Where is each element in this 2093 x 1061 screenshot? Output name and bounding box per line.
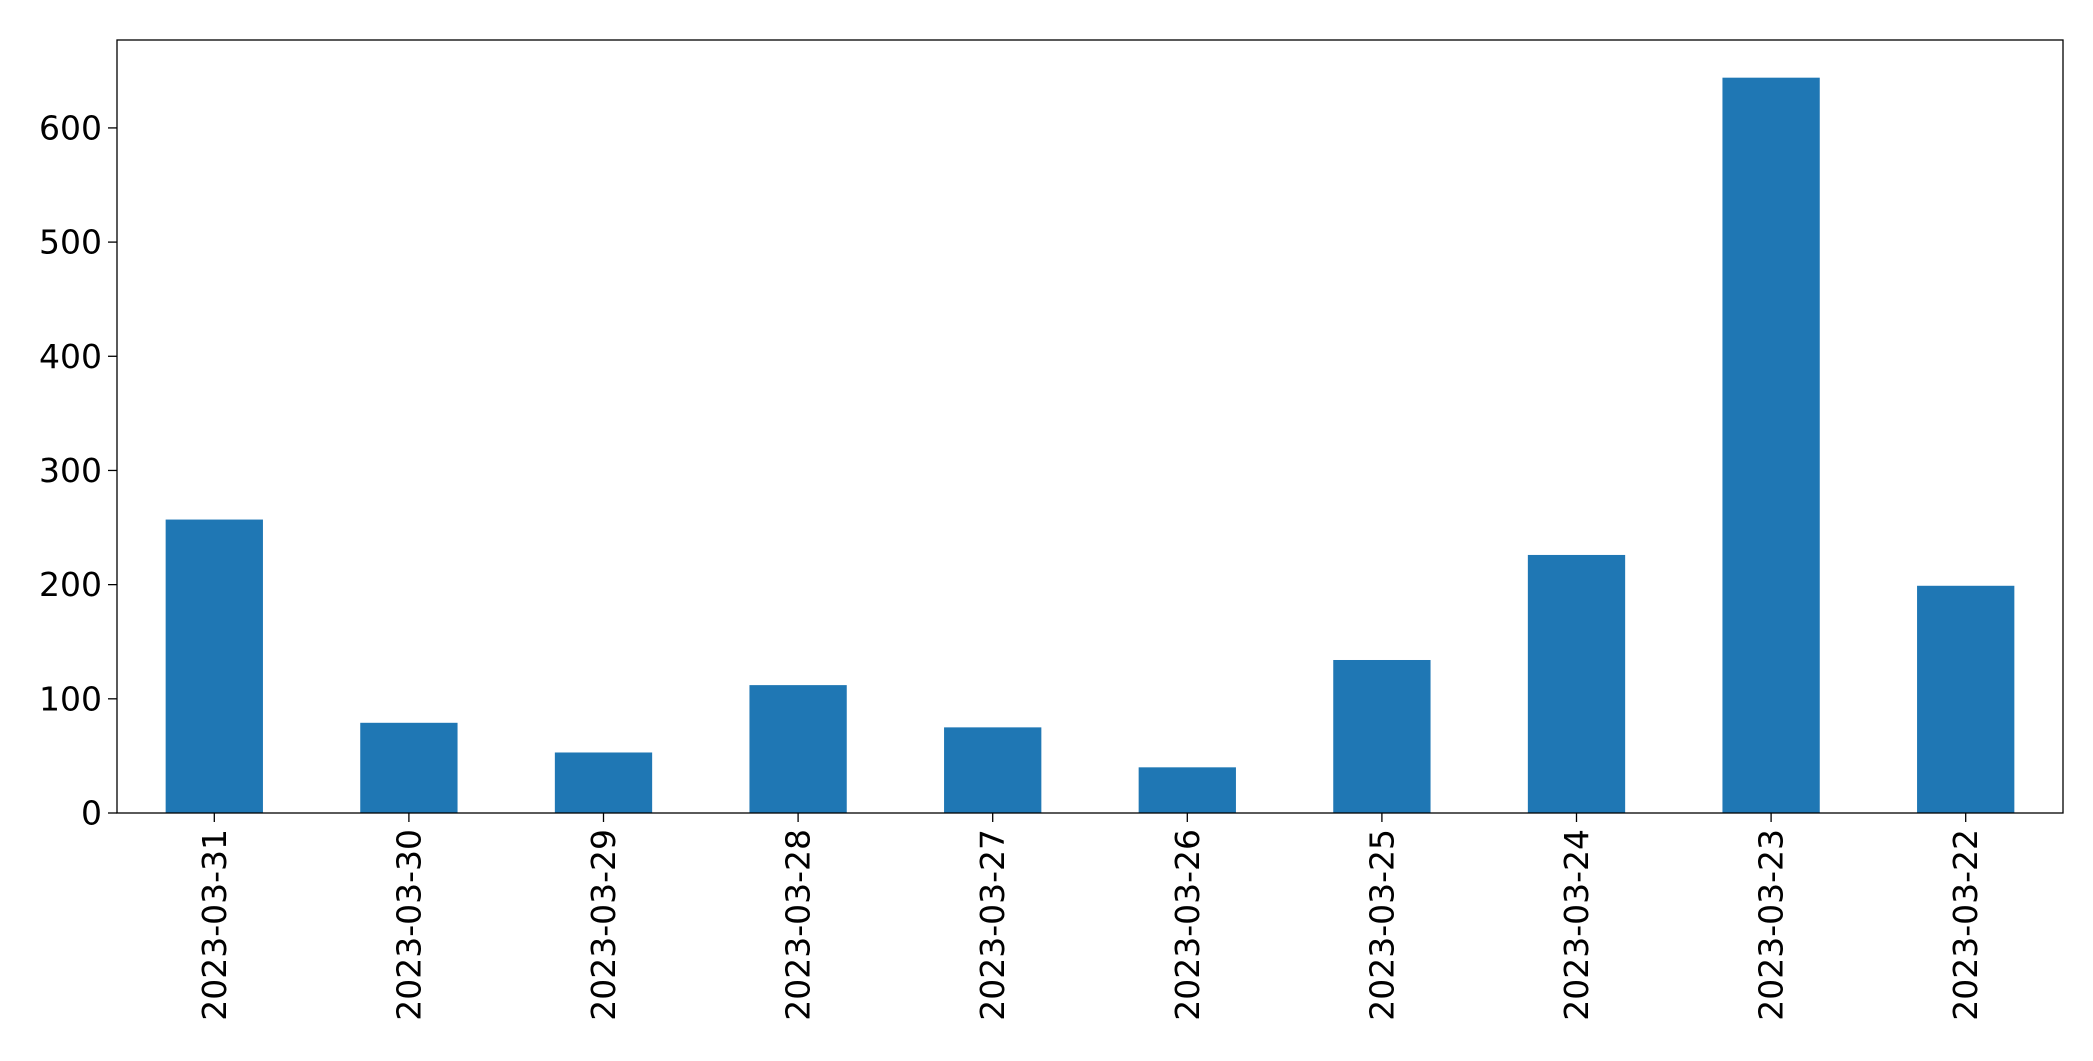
bar-2023-03-24 <box>1527 554 1626 813</box>
x-tick-label: 2023-03-25 <box>1362 829 1401 1021</box>
y-tick-label: 0 <box>81 794 102 833</box>
x-tick-label: 2023-03-28 <box>779 829 818 1021</box>
x-axis: 2023-03-31 2023-03-30 2023-03-29 2023-03-28… <box>195 813 1985 1021</box>
x-tick-label: 2023-03-29 <box>584 829 623 1021</box>
y-tick-label: 100 <box>39 679 102 718</box>
plot-frame <box>116 39 2064 814</box>
x-tick-label: 2023-03-23 <box>1752 829 1791 1021</box>
x-tick-label: 2023-03-30 <box>389 829 428 1021</box>
y-tick-label: 500 <box>39 223 102 262</box>
bar-2023-03-31 <box>165 519 263 813</box>
bar-2023-03-22 <box>1917 585 2015 813</box>
y-axis: 0 100 200 300 400 500 600 <box>39 108 117 833</box>
y-tick-label: 600 <box>39 108 102 147</box>
x-tick-label: 2023-03-27 <box>973 829 1012 1021</box>
bar-2023-03-25 <box>1333 659 1431 813</box>
y-tick-label: 400 <box>39 337 102 376</box>
bars-group <box>165 77 2015 814</box>
bar-2023-03-29 <box>554 752 653 813</box>
x-tick-label: 2023-03-24 <box>1557 829 1596 1021</box>
bar-2023-03-30 <box>360 722 458 813</box>
x-tick-label: 2023-03-31 <box>195 829 234 1021</box>
y-tick-label: 300 <box>39 451 102 490</box>
bar-2023-03-26 <box>1138 767 1236 813</box>
y-tick-label: 200 <box>39 565 102 604</box>
bar-2023-03-28 <box>749 685 847 813</box>
bar-2023-03-23 <box>1722 77 1820 814</box>
x-tick-label: 2023-03-26 <box>1168 829 1207 1021</box>
x-tick-label: 2023-03-22 <box>1946 829 1985 1021</box>
bar-2023-03-27 <box>944 727 1042 813</box>
